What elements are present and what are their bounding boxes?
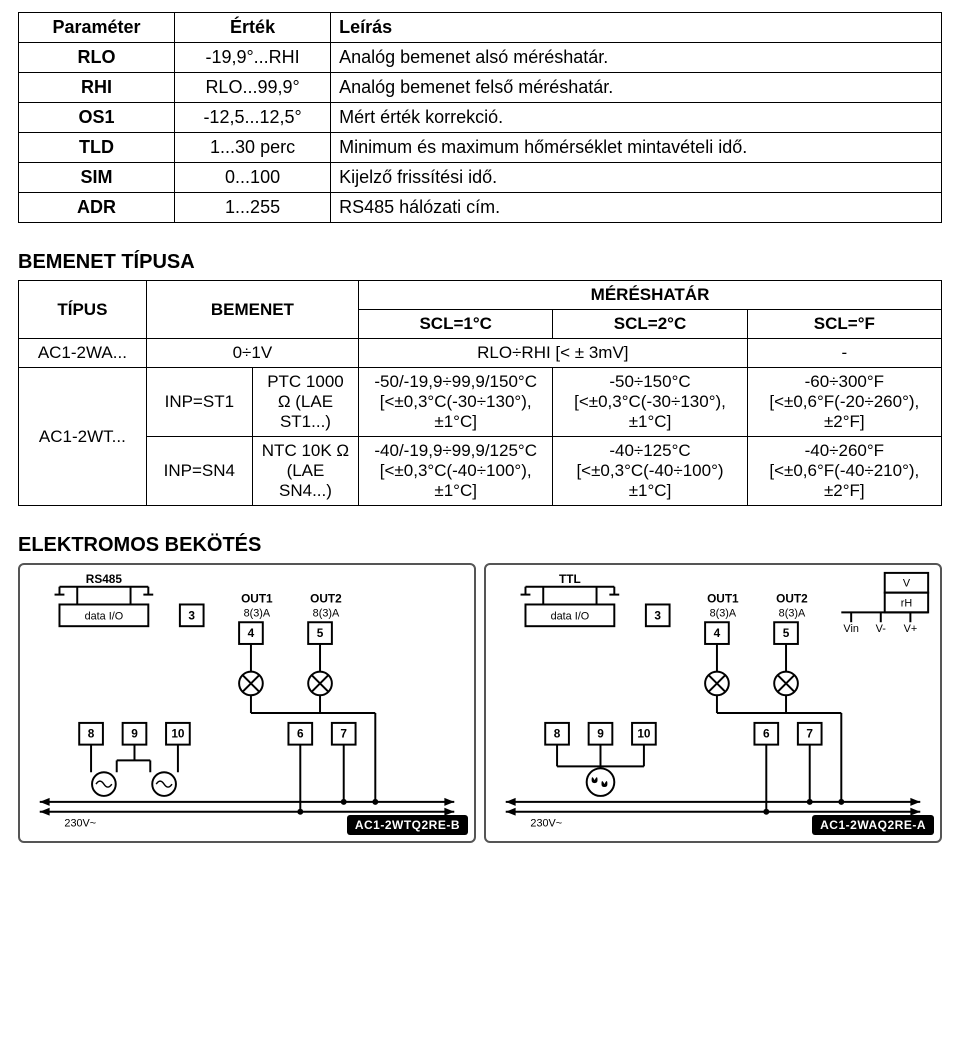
table-row: TLD1...30 percMinimum és maximum hőmérsé… [19, 133, 942, 163]
param-header-value: Érték [175, 13, 331, 43]
table-row: RHIRLO...99,9°Analóg bemenet felső mérés… [19, 73, 942, 103]
svg-text:10: 10 [637, 727, 651, 741]
ttl-label: TTL [559, 572, 581, 586]
out2-rating: 8(3)A [779, 607, 806, 619]
svg-text:8: 8 [554, 727, 561, 741]
table-row: AC1-2WA... 0÷1V RLO÷RHI [< ± 3mV] - [19, 339, 942, 368]
col-scl2: SCL=2°C [553, 310, 747, 339]
data-io-label: data I/O [85, 610, 124, 622]
svg-text:4: 4 [714, 626, 721, 640]
mains-label: 230V~ [530, 818, 562, 830]
diagram-badge-right: AC1-2WAQ2RE-A [812, 815, 934, 835]
svg-text:7: 7 [806, 727, 813, 741]
vplus-label: V+ [904, 623, 918, 635]
parameter-table-header: Paraméter Érték Leírás [19, 13, 942, 43]
mains-label: 230V~ [64, 818, 96, 830]
parameter-table: Paraméter Érték Leírás RLO-19,9°...RHIAn… [18, 12, 942, 223]
svg-text:3: 3 [654, 608, 661, 622]
table-row: RLO-19,9°...RHIAnalóg bemenet alsó mérés… [19, 43, 942, 73]
svg-text:10: 10 [171, 727, 185, 741]
table-row: ADR1...255RS485 hálózati cím. [19, 193, 942, 223]
svg-text:8: 8 [88, 727, 95, 741]
col-bemenet: BEMENET [146, 281, 358, 339]
svg-text:7: 7 [340, 727, 347, 741]
data-io-label: data I/O [551, 610, 590, 622]
svg-text:4: 4 [248, 626, 255, 640]
col-sclf: SCL=°F [747, 310, 941, 339]
out2-label: OUT2 [776, 592, 808, 606]
svg-text:5: 5 [783, 626, 790, 640]
table-row: SIM0...100Kijelző frissítési idő. [19, 163, 942, 193]
diagram-badge-left: AC1-2WTQ2RE-B [347, 815, 468, 835]
out1-label: OUT1 [707, 592, 739, 606]
svg-text:6: 6 [763, 727, 770, 741]
out1-rating: 8(3)A [244, 607, 271, 619]
svg-text:6: 6 [297, 727, 304, 741]
svg-text:9: 9 [597, 727, 604, 741]
col-tipus: TÍPUS [19, 281, 147, 339]
vin-label: Vin [843, 623, 858, 635]
vminus-label: V- [876, 623, 887, 635]
input-type-table: TÍPUS BEMENET MÉRÉSHATÁR SCL=1°C SCL=2°C… [18, 280, 942, 506]
wiring-diagram-left: RS485 data I/O 3 OUT1 8(3)A OUT2 8(3)A 4… [18, 563, 476, 843]
rh-label: rH [901, 597, 912, 609]
out1-label: OUT1 [241, 592, 273, 606]
col-scl1: SCL=1°C [359, 310, 553, 339]
table-row: AC1-2WT... INP=ST1 PTC 1000 Ω (LAE ST1..… [19, 368, 942, 437]
col-mereshatar: MÉRÉSHATÁR [359, 281, 942, 310]
table-row: OS1-12,5...12,5°Mért érték korrekció. [19, 103, 942, 133]
section-elektromos-title: ELEKTROMOS BEKÖTÉS [18, 534, 942, 557]
svg-text:9: 9 [131, 727, 138, 741]
param-header-description: Leírás [331, 13, 942, 43]
wiring-diagrams: RS485 data I/O 3 OUT1 8(3)A OUT2 8(3)A 4… [18, 563, 942, 843]
pin-3: 3 [188, 608, 195, 622]
wiring-diagram-right: TTL data I/O 3 V rH OUT1 8(3)A OUT2 8(3)… [484, 563, 942, 843]
param-header-parameter: Paraméter [19, 13, 175, 43]
section-bemenet-title: BEMENET TÍPUSA [18, 251, 942, 274]
v-label: V [903, 578, 911, 590]
out2-rating: 8(3)A [313, 607, 340, 619]
rs485-label: RS485 [86, 572, 123, 586]
out1-rating: 8(3)A [710, 607, 737, 619]
out2-label: OUT2 [310, 592, 342, 606]
svg-text:5: 5 [317, 626, 324, 640]
table-row: INP=SN4 NTC 10K Ω (LAE SN4...) -40/-19,9… [19, 437, 942, 506]
